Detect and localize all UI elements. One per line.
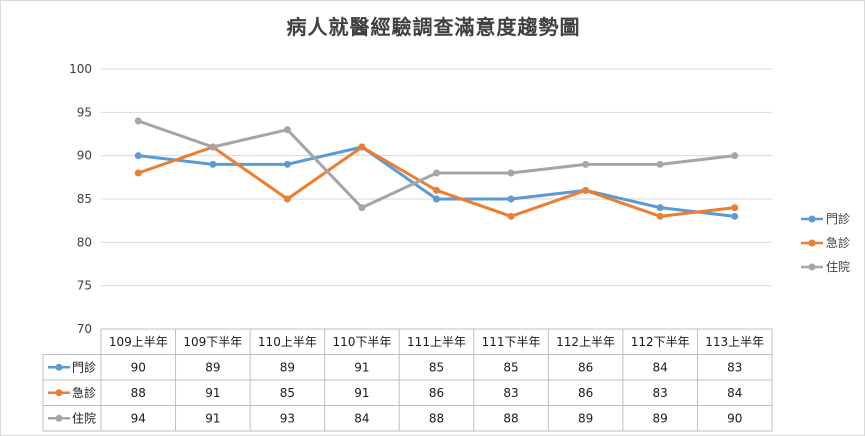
table-cell-value: 91 [354,360,369,374]
data-point [358,204,366,212]
table-series-key-marker [55,363,63,371]
table-cell-value: 86 [578,386,593,400]
data-point [582,186,590,194]
x-tick-label: 113上半年 [705,335,764,349]
data-point [283,126,291,134]
y-tick-label: 80 [77,235,92,249]
legend-entry: 急診 [826,235,850,250]
data-point [134,169,142,177]
table-cell-value: 94 [131,411,146,425]
table-cell-value: 90 [131,360,146,374]
data-point [283,195,291,203]
y-tick-label: 70 [77,322,92,336]
table-cell-value: 88 [503,411,518,425]
data-point [507,212,515,220]
data-point [731,212,739,220]
legend-marker [808,239,816,247]
legend-marker [808,263,816,271]
y-tick-label: 85 [77,192,92,206]
table-cell-value: 93 [280,411,295,425]
table-cell-value: 84 [727,386,742,400]
table-cell-value: 88 [131,386,146,400]
x-tick-label: 109上半年 [109,335,168,349]
data-point [358,143,366,151]
table-cell-value: 86 [429,386,444,400]
data-point [433,195,440,203]
table-series-key-marker [55,389,63,397]
y-tick-label: 95 [77,105,92,119]
table-cell-value: 88 [429,411,444,425]
series-line [136,145,737,218]
x-tick-label: 111上半年 [407,335,466,349]
table-cell-value: 83 [727,360,742,374]
data-point [209,143,217,151]
chart-title: 病人就醫經驗調查滿意度趨勢圖 [286,15,581,39]
table-cell-value: 83 [653,386,668,400]
legend-entry: 門診 [826,211,850,226]
table-cell-value: 85 [503,360,518,374]
x-tick-label: 112上半年 [556,335,615,349]
y-tick-label: 100 [69,62,92,76]
data-point [433,186,440,194]
data-point [283,160,291,168]
x-tick-label: 109下半年 [183,335,242,349]
table-cell-value: 85 [280,386,295,400]
x-tick-label: 110上半年 [258,335,317,349]
x-tick-label: 111下半年 [482,335,541,349]
table-cell-value: 91 [205,386,220,400]
table-cell-value: 89 [205,360,220,374]
data-point [656,160,664,168]
table-cell-value: 91 [354,386,369,400]
x-tick-label: 110下半年 [332,335,391,349]
data-point [433,169,440,177]
data-point [134,152,142,160]
data-point [507,169,515,177]
table-cell-value: 86 [578,360,593,374]
table-cell-value: 84 [653,360,668,374]
table-cell-value: 90 [727,411,742,425]
legend-marker [808,215,816,223]
table-series-name: 急診 [72,385,96,400]
x-tick-label: 112下半年 [631,335,690,349]
table-cell-value: 84 [354,411,369,425]
data-point [134,117,142,125]
data-point [656,204,664,212]
table-cell-value: 85 [429,360,444,374]
table-series-name: 住院 [72,411,96,425]
data-point [656,212,664,220]
y-tick-label: 90 [77,149,92,163]
table-cell-value: 83 [503,386,518,400]
table-cell-value: 89 [578,411,593,425]
table-cell-value: 89 [653,411,668,425]
data-point [507,195,515,203]
y-tick-label: 75 [77,279,92,293]
data-point [731,152,739,160]
table-series-key-marker [55,414,63,422]
table-cell-value: 89 [280,360,295,374]
table-cell-value: 91 [205,411,220,425]
table-series-name: 門診 [72,359,96,374]
legend-entry: 住院 [826,260,850,274]
data-point [209,160,217,168]
data-point [582,160,590,168]
data-point [731,204,739,212]
